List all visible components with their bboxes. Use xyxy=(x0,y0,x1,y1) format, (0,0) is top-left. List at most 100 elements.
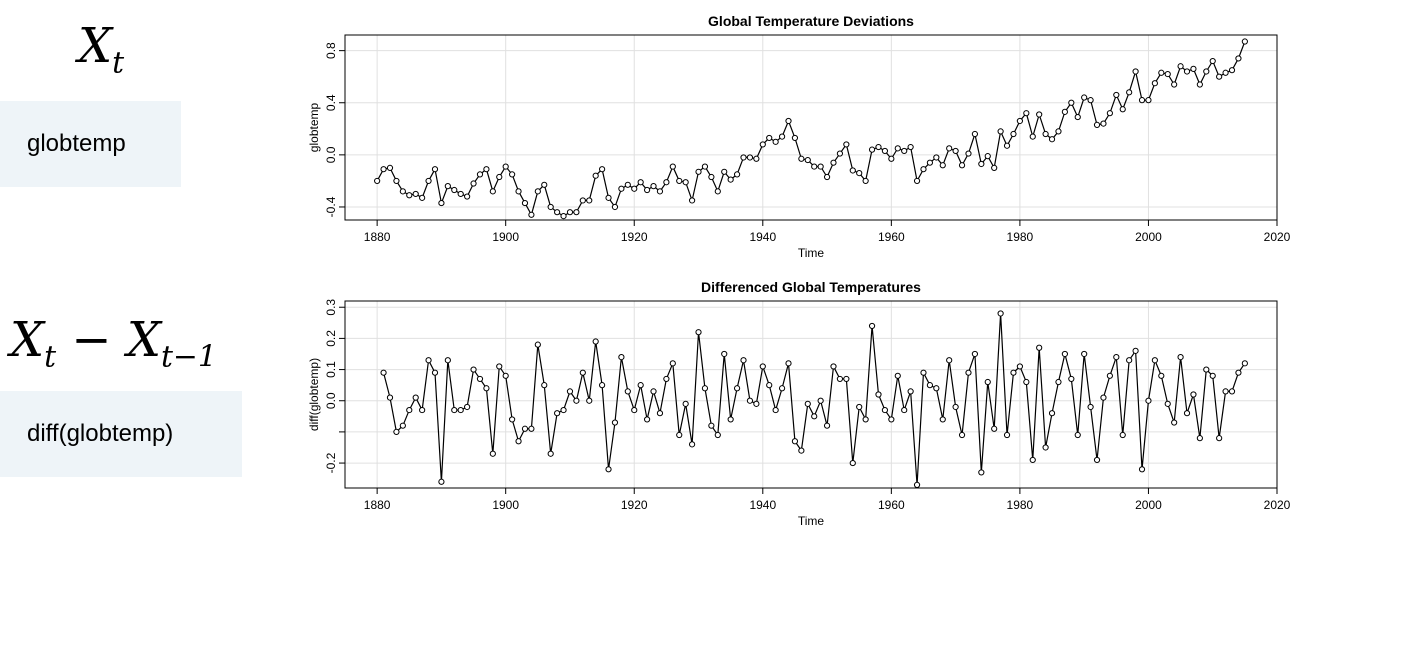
data-point xyxy=(541,382,548,389)
data-point xyxy=(759,363,766,370)
data-point xyxy=(631,406,638,414)
data-point xyxy=(714,431,721,439)
data-point xyxy=(804,156,811,164)
data-point xyxy=(688,197,696,204)
data-point xyxy=(862,416,869,423)
data-point xyxy=(823,173,831,181)
data-point xyxy=(579,197,586,204)
data-point xyxy=(778,385,786,392)
formula-diff-base1: X xyxy=(10,312,45,368)
data-point xyxy=(1126,89,1133,96)
y-tick-label: 0.4 xyxy=(324,94,338,111)
data-point xyxy=(496,363,503,370)
data-point xyxy=(920,166,927,173)
data-point xyxy=(991,164,998,171)
data-point xyxy=(1209,57,1216,65)
data-point xyxy=(1010,369,1017,376)
x-axis-label: Time xyxy=(798,246,825,260)
data-point xyxy=(849,167,856,174)
data-point xyxy=(785,360,792,367)
data-point xyxy=(1068,99,1075,106)
data-point xyxy=(766,134,773,142)
x-axis-label: Time xyxy=(798,514,825,528)
data-point xyxy=(393,428,400,435)
data-point xyxy=(746,397,754,404)
data-point xyxy=(823,422,831,429)
data-point xyxy=(1010,130,1017,138)
y-tick-label: 0.8 xyxy=(324,42,338,59)
data-point xyxy=(502,372,509,379)
data-point xyxy=(554,410,561,417)
data-point xyxy=(406,192,413,199)
data-point xyxy=(1158,372,1165,379)
data-point xyxy=(1228,67,1236,74)
data-point xyxy=(791,438,799,445)
x-tick-label: 1940 xyxy=(749,230,776,244)
y-axis-label: diff(globtemp) xyxy=(307,358,321,431)
data-point xyxy=(830,363,837,370)
y-axis-label: globtemp xyxy=(307,102,321,152)
data-point xyxy=(1119,431,1126,439)
data-point xyxy=(464,193,471,200)
data-point xyxy=(753,155,760,162)
data-point xyxy=(618,185,625,192)
data-point xyxy=(939,162,946,169)
data-point xyxy=(1093,456,1101,464)
data-point xyxy=(1093,121,1101,128)
data-point xyxy=(1196,81,1203,88)
y-tick-label: 0.0 xyxy=(324,146,338,163)
data-point xyxy=(451,406,458,414)
data-point xyxy=(701,385,709,392)
data-point xyxy=(913,481,921,488)
data-point xyxy=(1177,63,1184,70)
data-point xyxy=(618,354,625,361)
data-point xyxy=(939,416,946,423)
data-point xyxy=(669,360,676,367)
x-tick-label: 1880 xyxy=(364,498,391,512)
formula-diff-sub1: t xyxy=(44,339,57,375)
data-point xyxy=(1036,344,1043,351)
data-point xyxy=(1036,111,1043,118)
data-point xyxy=(811,163,818,170)
data-point xyxy=(650,183,657,190)
data-point xyxy=(817,397,824,404)
data-point xyxy=(380,369,387,376)
data-point xyxy=(1042,444,1049,451)
data-point xyxy=(791,134,799,142)
data-point xyxy=(798,155,805,162)
y-tick-label: -0.2 xyxy=(324,452,338,473)
data-point xyxy=(444,357,451,364)
data-point xyxy=(1171,81,1178,88)
data-point xyxy=(579,369,586,376)
data-point xyxy=(1222,388,1229,395)
data-point xyxy=(676,431,683,439)
data-point xyxy=(997,128,1004,135)
data-point xyxy=(521,425,529,432)
plot-frame xyxy=(344,300,1278,489)
data-point xyxy=(489,188,496,195)
data-point xyxy=(708,173,715,181)
data-point xyxy=(1074,431,1081,439)
data-point xyxy=(836,375,844,383)
data-point xyxy=(920,369,927,376)
data-point xyxy=(599,382,606,389)
data-point xyxy=(1042,130,1049,138)
data-point xyxy=(721,350,728,358)
x-tick-label: 1980 xyxy=(1007,230,1034,244)
data-point xyxy=(952,403,959,411)
data-point xyxy=(843,375,850,383)
data-point xyxy=(521,199,529,207)
data-point xyxy=(496,173,503,181)
data-point xyxy=(1126,357,1133,364)
data-point xyxy=(881,147,889,155)
chart-title: Global Temperature Deviations xyxy=(708,13,914,29)
data-point xyxy=(1158,69,1165,76)
data-point xyxy=(412,394,419,401)
data-point xyxy=(1151,357,1158,364)
data-point xyxy=(894,145,901,152)
data-point xyxy=(586,397,593,404)
data-point xyxy=(419,406,426,414)
data-point xyxy=(431,166,439,173)
data-point xyxy=(868,146,876,153)
data-point xyxy=(1203,68,1210,75)
